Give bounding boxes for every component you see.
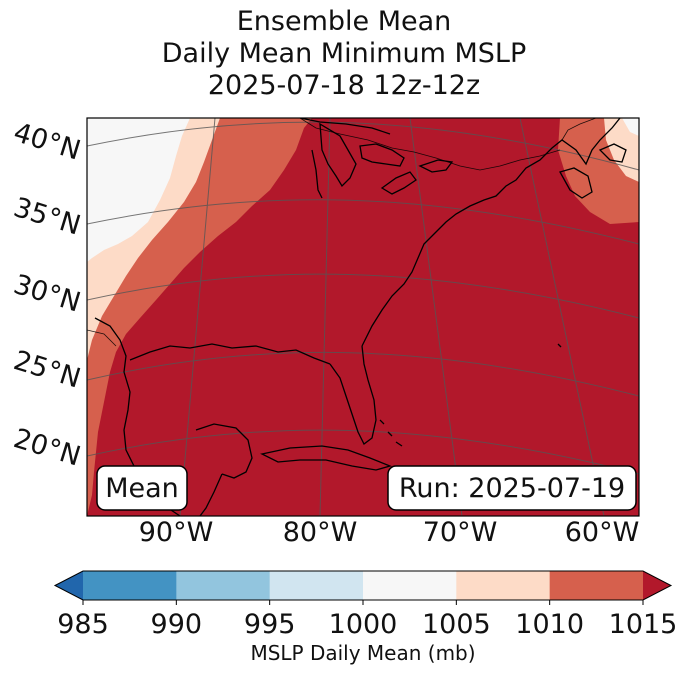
borders — [87, 118, 597, 347]
lat-label-20n: 20°N — [10, 423, 84, 473]
colorbar-bin — [83, 571, 177, 600]
colorbar-bin — [456, 571, 551, 600]
colorbar-tick-label: 985 — [57, 609, 109, 640]
lat-label-25n: 25°N — [10, 345, 84, 395]
colorbar-extend-low — [55, 571, 83, 600]
lat-label-40n: 40°N — [10, 117, 84, 167]
colorbar-tick-label: 1000 — [329, 609, 398, 640]
colorbar-bin — [269, 571, 364, 600]
colorbar-tick-label: 1005 — [422, 609, 491, 640]
colorbar-bin — [549, 571, 644, 600]
mean-label-box — [96, 465, 188, 511]
lat-label-35n: 35°N — [10, 192, 84, 242]
lon-label-90w: 90°W — [139, 517, 214, 548]
title-line-1: Ensemble Mean — [236, 6, 452, 37]
field-1000-1005-ne — [622, 118, 639, 136]
colorbar: 985 990 995 1000 1005 1010 1015 — [53, 570, 678, 640]
mean-label: Mean — [105, 473, 179, 504]
lon-label-70w: 70°W — [423, 517, 498, 548]
run-label-box — [387, 465, 637, 511]
colorbar-title: MSLP Daily Mean (mb) — [250, 641, 475, 665]
title-line-3: 2025-07-18 12z-12z — [207, 70, 481, 101]
colorbar-extend-high — [643, 571, 671, 600]
colorbar-tick-label: 990 — [151, 609, 203, 640]
colorbar-bin — [363, 571, 457, 600]
lon-label-80w: 80°W — [283, 517, 358, 548]
run-label: Run: 2025-07-19 — [399, 473, 625, 504]
colorbar-tick-label: 995 — [244, 609, 296, 640]
map-frame — [86, 117, 640, 517]
map-panel — [87, 118, 639, 516]
colorbar-tick-label: 1015 — [609, 609, 678, 640]
field-1000-1005 — [87, 118, 190, 262]
field-1005-1010-northeast — [604, 118, 639, 182]
title-line-2: Daily Mean Minimum MSLP — [161, 38, 527, 69]
lon-label-60w: 60°W — [565, 517, 640, 548]
graticule — [87, 118, 639, 516]
colorbar-bin — [176, 571, 271, 600]
lat-label-30n: 30°N — [10, 269, 84, 319]
colorbar-tick-label: 1010 — [515, 609, 584, 640]
